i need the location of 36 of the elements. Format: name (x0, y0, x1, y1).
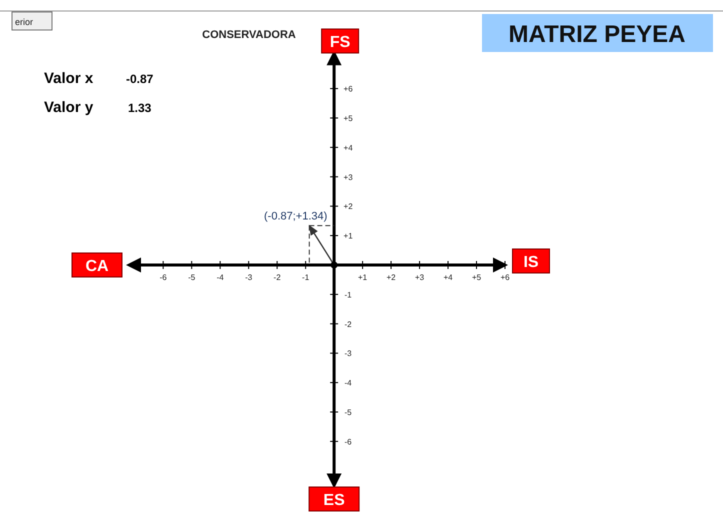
y-tick-label: +1 (344, 232, 354, 241)
y-tick-label: -3 (344, 349, 352, 358)
text: CA (85, 258, 109, 275)
x-tick-label: +3 (414, 272, 425, 282)
x-tick-label: -6 (160, 272, 168, 282)
x-tick-label: -4 (216, 272, 224, 282)
y-tick-label: -1 (344, 290, 352, 300)
x-tick-label: +5 (472, 272, 482, 282)
y-tick-label: +2 (344, 202, 354, 212)
y-tick-label: -6 (344, 437, 352, 446)
x-tick-label: -3 (245, 272, 253, 282)
annotation: 1.33 (128, 101, 152, 115)
x-tick-label: -2 (274, 272, 282, 282)
y-tick-label: +3 (344, 172, 354, 182)
x-tick-label: +1 (358, 272, 368, 282)
x-tick-label: -5 (188, 272, 196, 282)
button: erior (12, 12, 52, 30)
y-tick-label: +4 (344, 143, 354, 152)
text: IS (523, 254, 539, 271)
text: FS (330, 34, 351, 51)
x-tick-label: -1 (302, 272, 310, 282)
text: CONSERVADORA (202, 29, 296, 41)
annotation: (-0.87;+1.34) (264, 210, 328, 223)
y-tick-label: -4 (344, 378, 352, 388)
text: ES (323, 492, 346, 509)
text: Valor x (44, 70, 94, 87)
annotation: -0.87 (126, 72, 154, 86)
text: MATRIZ PEYEA (508, 21, 686, 48)
text: Valor y (44, 99, 94, 116)
y-tick-label: +6 (344, 84, 354, 94)
y-tick-label: +5 (344, 114, 354, 123)
y-tick-label: -2 (344, 320, 352, 329)
x-tick-label: +4 (443, 272, 454, 282)
y-tick-label: -5 (344, 408, 352, 417)
x-tick-label: +2 (386, 272, 396, 282)
x-tick-label: +6 (500, 272, 510, 282)
